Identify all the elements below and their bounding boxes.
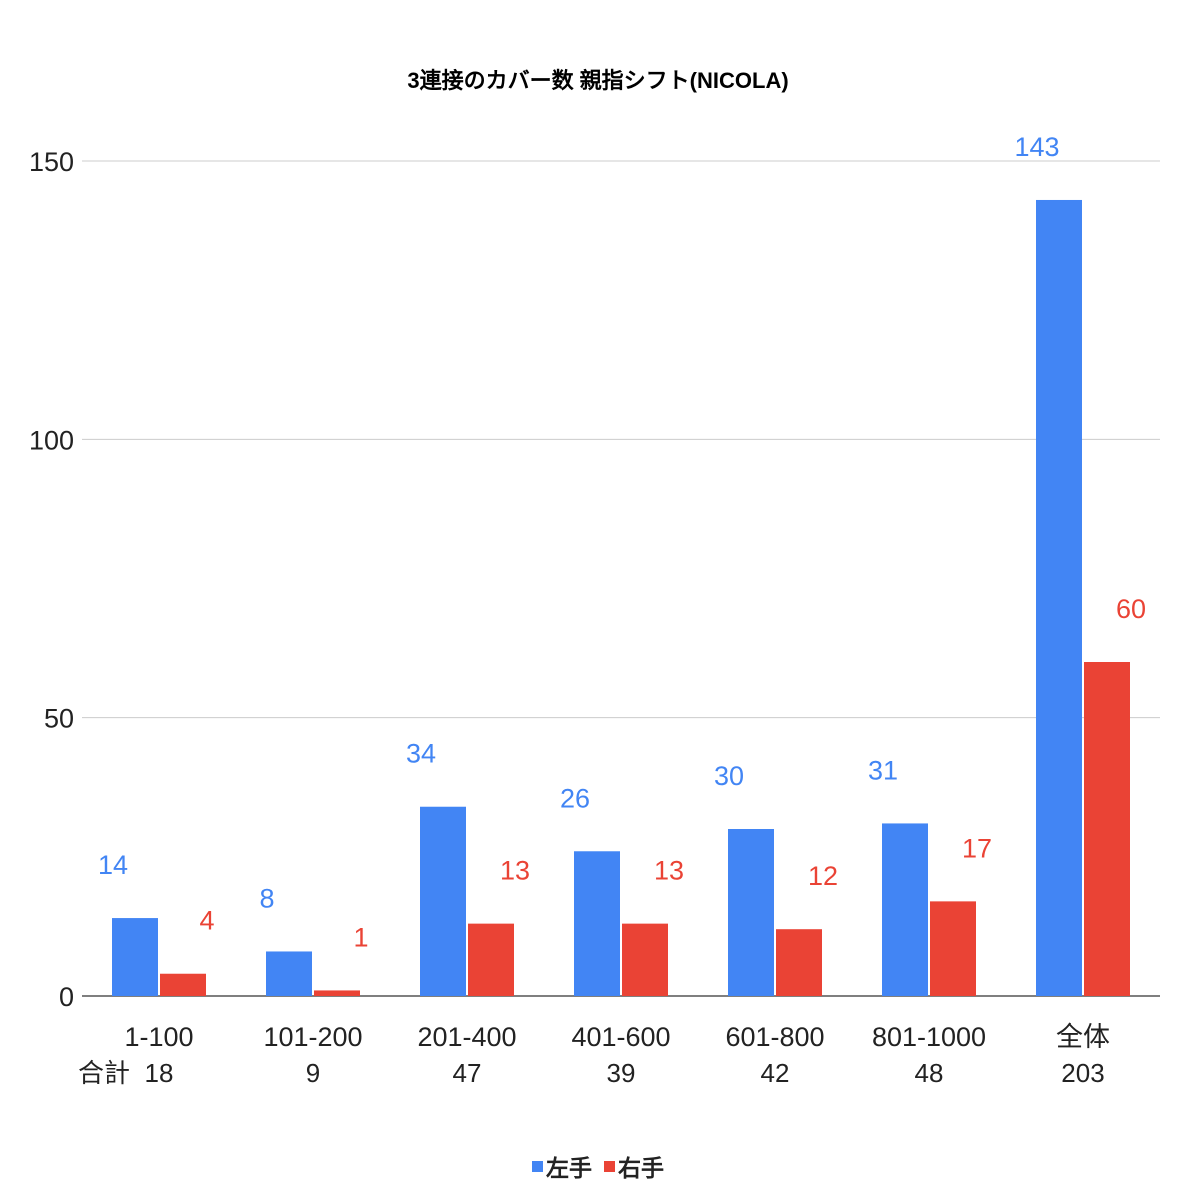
total-label: 203 — [1061, 1058, 1104, 1088]
bar — [882, 823, 928, 996]
y-tick-label: 0 — [59, 982, 74, 1012]
bar — [930, 901, 976, 996]
x-tick-label: 401-600 — [571, 1022, 670, 1052]
gridlines — [82, 160, 1160, 997]
data-label: 26 — [560, 783, 590, 813]
data-label: 1 — [353, 922, 368, 952]
legend-swatch — [532, 1161, 543, 1172]
y-tick-label: 50 — [44, 704, 74, 734]
y-tick-label: 150 — [29, 147, 74, 177]
y-axis: 0 50 100 150 — [29, 147, 74, 1012]
bar — [266, 951, 312, 996]
data-label: 13 — [500, 856, 530, 886]
data-label: 30 — [714, 761, 744, 791]
bar — [1036, 199, 1082, 996]
data-label: 12 — [808, 861, 838, 891]
data-label: 17 — [962, 833, 992, 863]
bar — [574, 851, 620, 996]
total-label: 42 — [761, 1058, 790, 1088]
bar — [468, 923, 514, 996]
data-label: 60 — [1116, 594, 1146, 624]
legend-label: 左手 — [546, 1155, 592, 1181]
data-labels: 14 4 8 1 34 13 26 13 30 12 31 17 143 60 — [98, 132, 1146, 952]
bar — [622, 923, 668, 996]
data-label: 31 — [868, 755, 898, 785]
legend: 左手 右手 — [532, 1155, 664, 1181]
total-label: 9 — [306, 1058, 320, 1088]
bars — [112, 199, 1130, 996]
legend-swatch — [604, 1161, 615, 1172]
x-tick-label: 101-200 — [263, 1022, 362, 1052]
data-label: 143 — [1014, 132, 1059, 162]
total-label: 39 — [607, 1058, 636, 1088]
chart-title: 3連接のカバー数 親指シフト(NICOLA) — [407, 68, 788, 93]
bar — [160, 973, 206, 996]
bar — [314, 990, 360, 996]
total-label: 48 — [915, 1058, 944, 1088]
bar — [112, 918, 158, 996]
x-tick-label: 1-100 — [124, 1022, 193, 1052]
x-tick-label: 201-400 — [417, 1022, 516, 1052]
bar — [420, 806, 466, 996]
bar — [728, 829, 774, 996]
data-label: 34 — [406, 739, 436, 769]
total-label: 18 — [145, 1058, 174, 1088]
data-label: 4 — [199, 906, 214, 936]
total-label: 47 — [453, 1058, 482, 1088]
y-tick-label: 100 — [29, 425, 74, 455]
x-tick-label: 801-1000 — [872, 1022, 986, 1052]
totals-row-label: 合計 — [78, 1058, 130, 1088]
data-label: 14 — [98, 850, 128, 880]
x-tick-label: 601-800 — [725, 1022, 824, 1052]
data-label: 8 — [259, 883, 274, 913]
x-tick-label: 全体 — [1056, 1022, 1110, 1052]
bar — [1084, 662, 1130, 996]
bar — [776, 929, 822, 996]
legend-label: 右手 — [618, 1155, 664, 1181]
x-axis: 合計 1-100 18 101-200 9 201-400 47 401-600 39 601-… — [78, 1022, 1110, 1088]
data-label: 13 — [654, 856, 684, 886]
